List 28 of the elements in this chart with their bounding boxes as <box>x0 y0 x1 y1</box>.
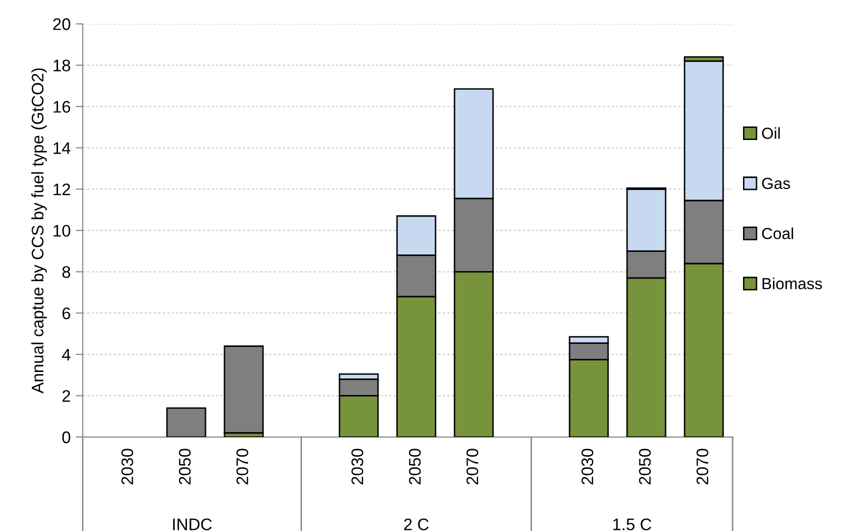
x-tick-label: 2050 <box>178 448 191 484</box>
legend-label: Coal <box>762 227 794 240</box>
y-tick-label: 4 <box>62 348 70 360</box>
y-tick-label: 16 <box>54 100 70 113</box>
y-tick-label: 8 <box>62 266 70 278</box>
legend-label: Gas <box>762 178 790 190</box>
x-tick-label: 2030 <box>581 448 594 484</box>
y-tick-label: 6 <box>62 307 70 320</box>
y-axis-title: Annual captue by CCS by fuel type (GtCO2) <box>31 68 47 394</box>
text: 1.5 C <box>613 518 652 530</box>
x-tick-label: 2030 <box>351 448 364 484</box>
x-tick-label: 2050 <box>638 448 651 484</box>
x-tick-label: 2070 <box>466 448 478 484</box>
y-tick-label: 10 <box>54 224 70 237</box>
y-tick-label: 2 <box>62 390 70 402</box>
y-tick-label: 14 <box>54 142 70 154</box>
x-tick-label: 2070 <box>696 448 708 484</box>
text: INDC <box>173 518 212 530</box>
legend-label: Biomass <box>762 278 822 290</box>
text: 2 C <box>404 518 429 530</box>
y-tick-label: 0 <box>62 431 70 444</box>
x-tick-label: 2050 <box>408 448 421 484</box>
legend-label: Oil <box>762 127 780 139</box>
y-tick-label: 18 <box>54 60 70 72</box>
y-tick-label: 20 <box>53 18 70 30</box>
y-tick-label: 12 <box>54 184 70 196</box>
x-tick-label: 2070 <box>236 448 248 484</box>
x-tick-label: 2030 <box>121 448 134 484</box>
